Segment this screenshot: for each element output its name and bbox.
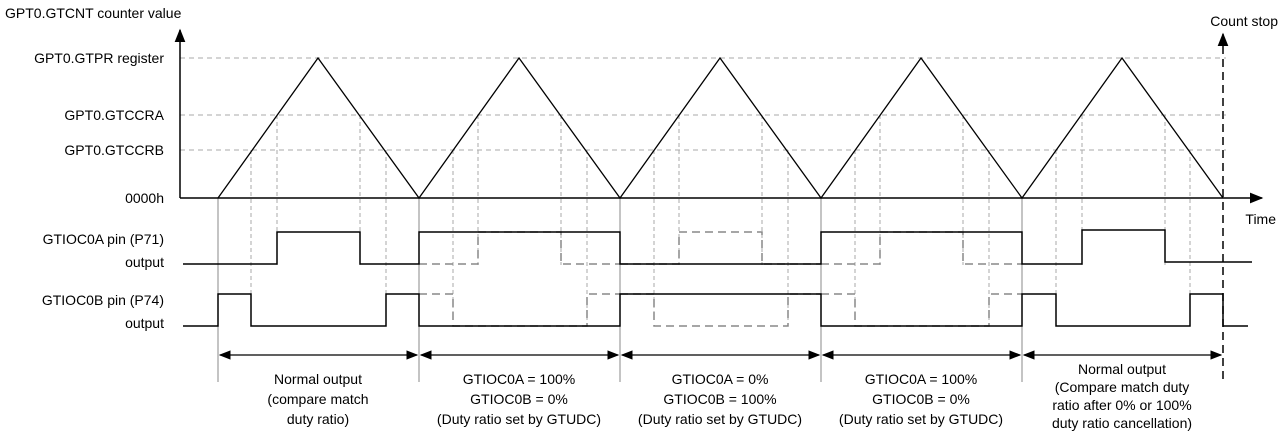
- gtioc0a-dashed-waveform-2: [620, 231, 821, 265]
- period-caption-1-line2: (compare match: [267, 391, 368, 407]
- period-caption-3-line3: (Duty ratio set by GTUDC): [638, 411, 802, 427]
- count-stop-label: Count stop: [1210, 13, 1278, 29]
- gtioc0b-dashed-waveform-3: [821, 293, 1022, 327]
- period-caption-1: Normal output (compare match duty ratio): [267, 371, 368, 427]
- gtioc0b-label-line2: output: [125, 315, 164, 331]
- gtioc0b-waveform: [183, 293, 1248, 327]
- compare-match-guides: [250, 115, 1191, 320]
- period-caption-2-line2: GTIOC0B = 0%: [470, 391, 568, 407]
- time-label: Time: [1245, 211, 1276, 227]
- zero-level-label: 0000h: [125, 190, 164, 206]
- period-caption-2-line3: (Duty ratio set by GTUDC): [437, 411, 601, 427]
- period-caption-5-line1: Normal output: [1078, 361, 1166, 377]
- period-caption-2-line1: GTIOC0A = 100%: [463, 371, 575, 387]
- period-caption-3-line1: GTIOC0A = 0%: [672, 371, 769, 387]
- period-caption-5: Normal output (Compare match duty ratio …: [1052, 361, 1192, 431]
- period-caption-5-line4: duty ratio cancellation): [1052, 415, 1192, 431]
- period-caption-4-line1: GTIOC0A = 100%: [865, 371, 977, 387]
- gtioc0a-dashed-waveform-3: [821, 231, 1022, 265]
- gtioc0b-label-line1: GTIOC0B pin (P74): [42, 292, 164, 308]
- gtccrb-level-label: GPT0.GTCCRB: [64, 142, 164, 158]
- gtioc0b-dashed-waveform-2: [620, 293, 821, 327]
- gtioc0a-waveform: [183, 229, 1252, 265]
- period-caption-5-line3: ratio after 0% or 100%: [1052, 397, 1191, 413]
- reference-level-lines: [180, 57, 1226, 151]
- period-boundaries: [217, 198, 1023, 382]
- period-caption-4-line2: GTIOC0B = 0%: [872, 391, 970, 407]
- period-caption-1-line3: duty ratio): [287, 411, 349, 427]
- gtioc0b-dashed-waveform: [419, 293, 620, 327]
- gtioc0a-label-line1: GTIOC0A pin (P71): [43, 231, 164, 247]
- gtccra-level-label: GPT0.GTCCRA: [64, 107, 164, 123]
- gtioc0a-label-line2: output: [125, 254, 164, 270]
- period-caption-4: GTIOC0A = 100% GTIOC0B = 0% (Duty ratio …: [839, 371, 1003, 427]
- gtioc0a-dashed-waveform: [419, 231, 620, 265]
- y-axis-label: GPT0.GTCNT counter value: [5, 5, 182, 21]
- period-caption-3: GTIOC0A = 0% GTIOC0B = 100% (Duty ratio …: [638, 371, 802, 427]
- period-caption-5-line2: (Compare match duty: [1055, 379, 1190, 395]
- period-caption-1-line1: Normal output: [274, 371, 362, 387]
- period-caption-3-line2: GTIOC0B = 100%: [663, 391, 776, 407]
- period-caption-4-line3: (Duty ratio set by GTUDC): [839, 411, 1003, 427]
- counter-waveform: [217, 56, 1224, 200]
- gtpr-level-label: GPT0.GTPR register: [34, 50, 164, 66]
- period-caption-2: GTIOC0A = 100% GTIOC0B = 0% (Duty ratio …: [437, 371, 601, 427]
